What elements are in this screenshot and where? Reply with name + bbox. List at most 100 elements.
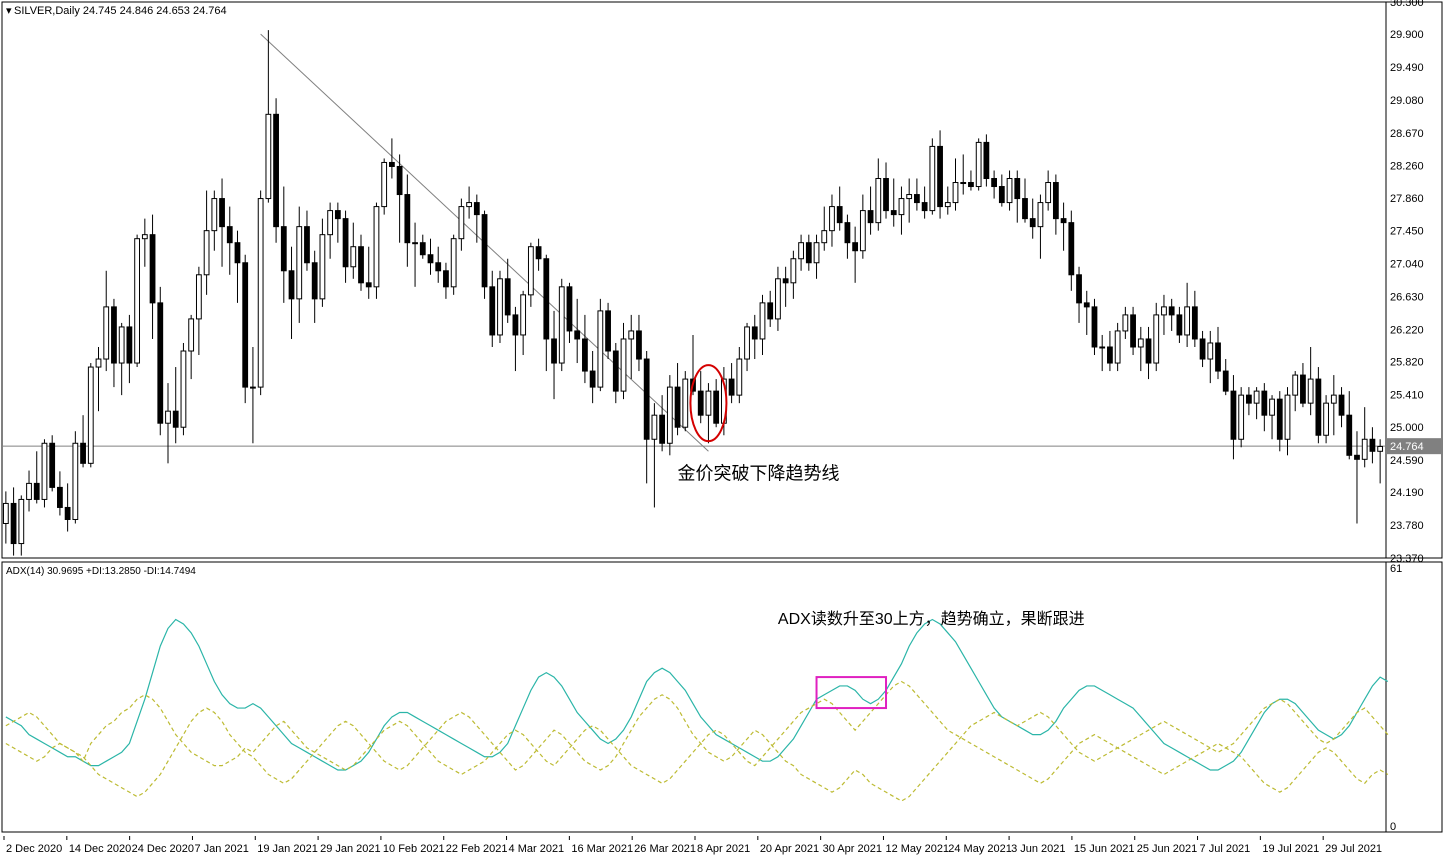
candle-body[interactable] (366, 283, 371, 287)
candle-body[interactable] (227, 227, 232, 243)
candle-body[interactable] (822, 231, 827, 243)
candle-body[interactable] (335, 211, 340, 219)
candle-body[interactable] (1123, 315, 1128, 331)
candle-body[interactable] (768, 303, 773, 319)
chart-svg[interactable]: 30.30029.90029.49029.08028.67028.26027.8… (0, 0, 1444, 863)
candle-body[interactable] (876, 179, 881, 223)
candle-body[interactable] (73, 443, 78, 519)
candle-body[interactable] (559, 287, 564, 363)
candle-body[interactable] (42, 443, 47, 499)
candle-body[interactable] (19, 499, 24, 543)
candle-body[interactable] (343, 219, 348, 267)
candle-body[interactable] (266, 114, 271, 198)
candle-body[interactable] (413, 243, 418, 244)
candle-body[interactable] (976, 142, 981, 186)
candle-body[interactable] (498, 279, 503, 335)
candle-body[interactable] (637, 331, 642, 359)
candle-body[interactable] (1053, 183, 1058, 219)
candle-body[interactable] (436, 263, 441, 271)
candle-body[interactable] (1231, 391, 1236, 439)
candle-body[interactable] (1108, 347, 1113, 363)
candle-body[interactable] (891, 211, 896, 215)
candle-body[interactable] (1270, 399, 1275, 415)
candle-body[interactable] (1208, 343, 1213, 359)
candle-body[interactable] (58, 487, 63, 507)
candle-body[interactable] (1277, 399, 1282, 439)
candle-body[interactable] (482, 215, 487, 287)
candle-body[interactable] (1254, 391, 1259, 403)
candle-body[interactable] (992, 179, 997, 187)
candle-body[interactable] (706, 391, 711, 415)
candle-body[interactable] (1239, 395, 1244, 439)
candle-body[interactable] (1324, 403, 1329, 435)
candle-body[interactable] (382, 162, 387, 206)
candle-body[interactable] (860, 211, 865, 251)
candle-body[interactable] (922, 203, 927, 211)
candle-body[interactable] (220, 199, 225, 227)
candle-body[interactable] (521, 295, 526, 335)
candle-body[interactable] (359, 247, 364, 283)
candle-body[interactable] (791, 259, 796, 283)
candle-body[interactable] (660, 415, 665, 443)
candle-body[interactable] (644, 359, 649, 439)
candle-body[interactable] (328, 211, 333, 235)
candle-body[interactable] (567, 287, 572, 331)
candle-body[interactable] (590, 371, 595, 387)
candle-body[interactable] (1192, 307, 1197, 339)
candle-body[interactable] (405, 195, 410, 243)
candle-body[interactable] (899, 199, 904, 215)
candle-body[interactable] (621, 339, 626, 391)
candle-body[interactable] (189, 319, 194, 351)
candle-body[interactable] (1370, 439, 1375, 451)
candle-body[interactable] (1177, 315, 1182, 335)
candle-body[interactable] (1061, 219, 1066, 223)
candle-body[interactable] (1246, 395, 1251, 403)
candle-body[interactable] (1200, 339, 1205, 359)
candle-body[interactable] (984, 142, 989, 178)
candle-body[interactable] (181, 351, 186, 427)
candle-body[interactable] (814, 243, 819, 263)
candle-body[interactable] (1355, 455, 1360, 459)
candle-body[interactable] (11, 503, 16, 543)
candle-body[interactable] (598, 311, 603, 387)
candle-body[interactable] (243, 263, 248, 387)
adx-panel[interactable] (2, 562, 1442, 832)
candle-body[interactable] (142, 235, 147, 239)
candle-body[interactable] (613, 351, 618, 391)
candle-body[interactable] (397, 166, 402, 194)
candle-body[interactable] (444, 271, 449, 287)
candle-body[interactable] (1046, 183, 1051, 203)
candle-body[interactable] (1285, 395, 1290, 439)
candle-body[interactable] (1339, 395, 1344, 415)
candle-body[interactable] (127, 327, 132, 363)
candle-body[interactable] (166, 411, 171, 423)
candle-body[interactable] (675, 387, 680, 427)
candle-body[interactable] (305, 227, 310, 263)
candle-body[interactable] (490, 287, 495, 335)
candle-body[interactable] (575, 331, 580, 339)
candle-body[interactable] (698, 391, 703, 415)
candle-body[interactable] (1023, 199, 1028, 219)
candle-body[interactable] (1030, 219, 1035, 227)
candle-body[interactable] (1301, 375, 1306, 403)
candle-body[interactable] (969, 183, 974, 187)
candle-body[interactable] (1169, 307, 1174, 315)
candle-body[interactable] (312, 263, 317, 299)
candle-body[interactable] (235, 243, 240, 263)
candle-body[interactable] (96, 359, 101, 367)
candle-body[interactable] (451, 239, 456, 287)
candle-body[interactable] (513, 315, 518, 335)
candle-body[interactable] (1308, 379, 1313, 403)
candle-body[interactable] (752, 327, 757, 339)
candle-body[interactable] (776, 279, 781, 319)
candle-body[interactable] (961, 183, 966, 184)
candle-body[interactable] (112, 307, 117, 363)
candle-body[interactable] (930, 146, 935, 210)
candle-body[interactable] (1038, 203, 1043, 227)
candle-body[interactable] (806, 243, 811, 263)
candle-body[interactable] (119, 327, 124, 363)
candle-body[interactable] (505, 279, 510, 315)
candle-body[interactable] (884, 179, 889, 211)
candle-body[interactable] (27, 483, 32, 499)
candle-body[interactable] (652, 415, 657, 439)
